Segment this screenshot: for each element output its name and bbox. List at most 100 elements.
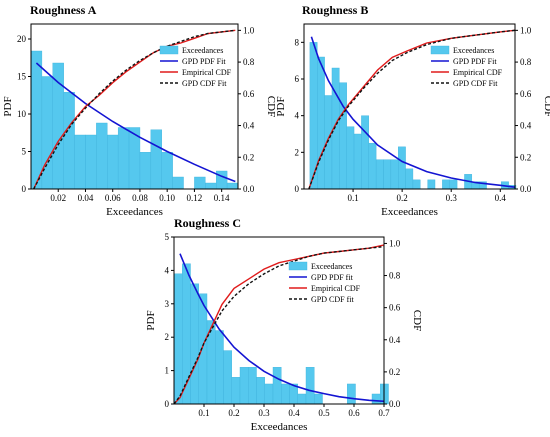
gpd-cdf-fit-line: [173, 245, 385, 405]
y2-tick-label: 1.0: [520, 25, 532, 35]
y2-tick-label: 0.2: [243, 152, 254, 162]
histogram-bar: [324, 95, 333, 190]
histogram-bar: [368, 142, 377, 190]
y-tick-label: 15: [17, 72, 27, 82]
histogram-bars: [30, 50, 239, 190]
plot-frame: [173, 236, 385, 405]
histogram-bar: [96, 122, 108, 190]
y-tick-label: 5: [22, 147, 27, 157]
x-axis-label: Exceedances: [251, 421, 308, 433]
y2-tick-label: 0.6: [243, 89, 255, 99]
y2-tick-label: 0.0: [520, 184, 532, 194]
x-tick-label: 0.5: [318, 408, 330, 418]
y-axis-label: PDF: [145, 310, 157, 330]
y2-axis-label: CDF: [265, 96, 277, 117]
histogram-bar: [198, 293, 208, 405]
histogram-bar: [216, 170, 228, 190]
y2-tick-label: 0.0: [389, 399, 401, 409]
x-tick-label: 0.4: [288, 408, 300, 418]
gpd-cdf-fit-line: [33, 29, 236, 190]
y-tick-label: 2: [165, 332, 170, 342]
x-tick-label: 0.1: [347, 193, 358, 203]
empirical-cdf-line: [308, 29, 516, 190]
histogram-bar: [173, 273, 183, 405]
chart-title: Roughness A: [30, 3, 97, 17]
y-tick-label: 4: [165, 265, 170, 275]
legend: Exceedances GPD PDF Fit Empirical CDF GPD C…: [159, 45, 232, 88]
gpd-pdf-fit-line: [310, 36, 516, 188]
y2-tick-label: 1.0: [243, 25, 255, 35]
y-tick-label: 10: [17, 109, 27, 119]
histogram-bar: [256, 377, 265, 405]
histogram-bar: [264, 383, 274, 405]
histogram-bar: [63, 92, 75, 190]
histogram-bar: [85, 134, 97, 190]
legend-label: Empirical CDF: [453, 68, 503, 77]
legend-label: GPD PDF fit: [311, 273, 354, 282]
y-tick-label: 1: [165, 366, 170, 376]
legend-label: Exceedances: [311, 262, 352, 271]
y2-axis-label: CDF: [542, 96, 550, 117]
x-tick-label: 0.2: [228, 408, 239, 418]
histogram-bar: [172, 176, 184, 190]
y-axis-label: PDF: [275, 96, 287, 116]
histogram-bar: [194, 176, 206, 190]
x-tick-label: 0.6: [348, 408, 360, 418]
y2-tick-label: 0.4: [389, 335, 401, 345]
x-tick-label: 0.08: [132, 193, 148, 203]
legend-label: GPD CDF fit: [311, 295, 354, 304]
histogram-bar: [281, 383, 290, 405]
empirical-cdf-line: [33, 29, 236, 190]
gpd-cdf-fit-line: [308, 29, 516, 190]
histogram-bar: [361, 115, 369, 190]
histogram-bar: [449, 179, 458, 190]
histogram-bar: [205, 182, 217, 190]
y-axis-label: PDF: [2, 96, 14, 116]
y2-tick-label: 0.6: [389, 303, 401, 313]
gpd-pdf-fit-line: [179, 253, 385, 403]
histogram-bar: [375, 159, 384, 190]
y-tick-label: 3: [165, 299, 170, 309]
y2-tick-label: 0.0: [243, 184, 255, 194]
legend-label: GPD PDF Fit: [453, 57, 497, 66]
y-tick-label: 0: [295, 184, 300, 194]
histogram-bar: [150, 129, 162, 190]
y2-tick-label: 0.8: [389, 271, 401, 281]
histogram-bar: [272, 367, 282, 405]
legend: Exceedances GPD PDF Fit Empirical CDF GPD C…: [430, 45, 503, 88]
x-tick-label: 0.12: [187, 193, 203, 203]
plot-frame: [303, 23, 516, 190]
y2-tick-label: 0.4: [520, 121, 532, 131]
y2-tick-label: 0.4: [243, 121, 255, 131]
x-tick-label: 0.4: [495, 193, 507, 203]
histogram-bar: [231, 377, 241, 405]
histogram-bar: [239, 367, 249, 405]
histogram-bar: [390, 159, 399, 190]
histogram-bar: [248, 367, 257, 405]
x-axis-label: Exceedances: [381, 206, 438, 218]
chart-b: 0.1 0.2 0.3 0.4 0 2 4 6 8 0.0 0.2 0.4 0.6 0.8 1.0 Excee…: [275, 3, 550, 218]
chart-a: 0.02 0.04 0.06 0.08 0.10 0.12 0.14 0 5 10 15 20 0.0 0…: [2, 3, 277, 218]
x-tick-label: 0.3: [446, 193, 458, 203]
histogram-bar: [305, 367, 315, 405]
x-tick-label: 0.02: [50, 193, 66, 203]
histogram-bar: [442, 179, 450, 190]
legend-label: Empirical CDF: [311, 284, 361, 293]
histogram-bar: [347, 383, 356, 405]
y-tick-label: 6: [295, 74, 300, 84]
legend: Exceedances GPD PDF fit Empirical CDF GPD C…: [288, 261, 361, 304]
histogram-bar: [371, 393, 381, 405]
legend-swatch-exceedances: [159, 45, 179, 55]
histogram-bar: [317, 56, 325, 190]
y2-tick-label: 0.2: [520, 152, 531, 162]
histogram-bar: [226, 182, 239, 190]
histogram-bar: [427, 179, 436, 190]
histogram-bar: [223, 350, 232, 405]
legend-swatch-exceedances: [288, 261, 308, 271]
legend-label: Exceedances: [182, 46, 223, 55]
histogram-bar: [383, 159, 392, 190]
y-tick-label: 8: [295, 37, 300, 47]
x-tick-label: 0.2: [397, 193, 408, 203]
histogram-bar: [398, 146, 406, 190]
x-tick-label: 0.14: [214, 193, 230, 203]
